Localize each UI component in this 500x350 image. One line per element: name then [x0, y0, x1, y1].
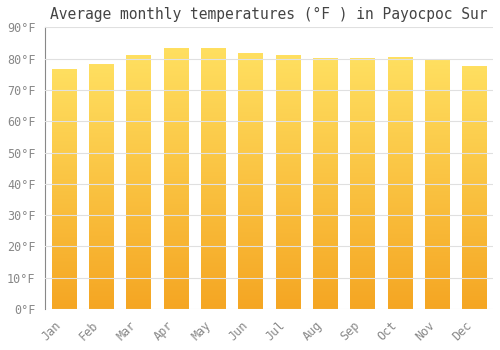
Title: Average monthly temperatures (°F ) in Payocpoc Sur: Average monthly temperatures (°F ) in Pa… [50, 7, 488, 22]
